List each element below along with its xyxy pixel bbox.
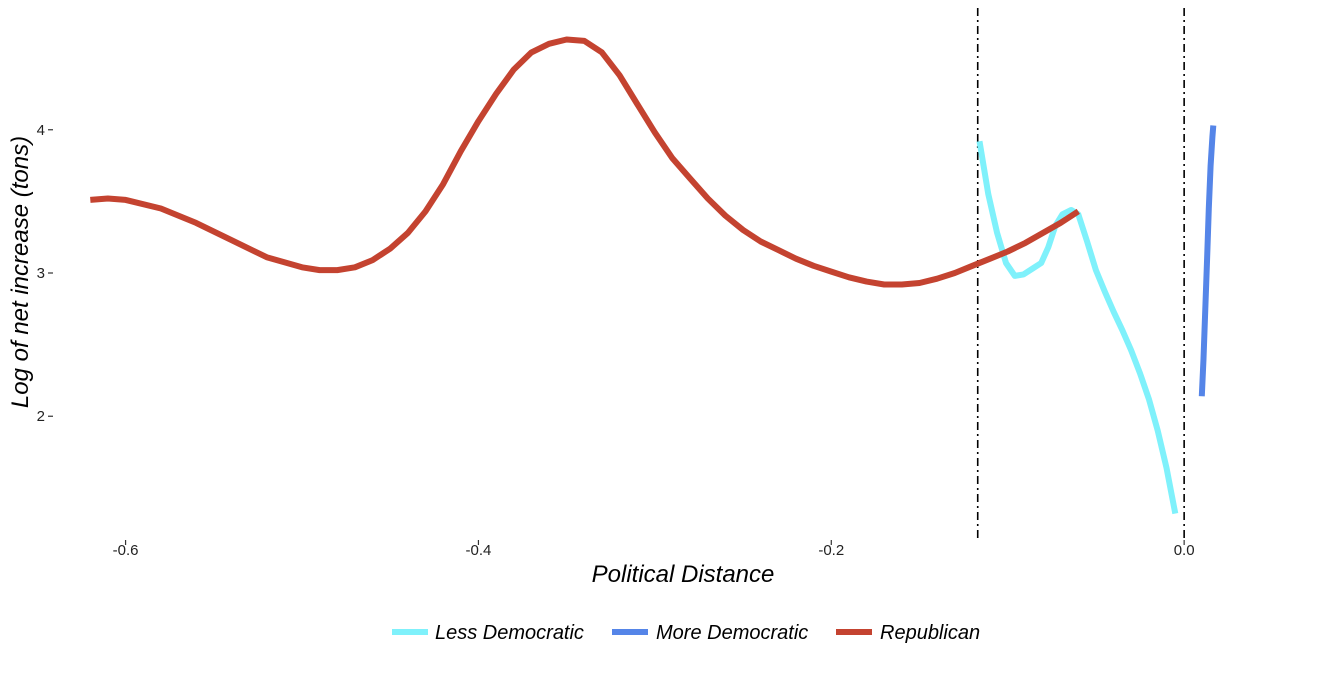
x-tick-label--0.4: -0.4 (465, 542, 491, 559)
x-tick-label--0.6: -0.6 (113, 542, 139, 559)
series-line-republican (90, 36, 1080, 288)
x-tick-label--0.2: -0.2 (818, 542, 844, 559)
legend-label-more-democratic: More Democratic (656, 622, 808, 644)
x-tick-label-0.0: 0.0 (1174, 542, 1195, 559)
y-tick-label-4: 4 (37, 122, 45, 139)
series-lines (90, 36, 1217, 515)
legend-label-republican: Republican (880, 622, 980, 644)
legend: Less Democratic More Democratic Republican (392, 622, 980, 644)
y-tick-label-3: 3 (37, 265, 45, 282)
y-axis-title: Log of net increase (tons) (7, 136, 34, 408)
reference-lines (976, 8, 1185, 538)
legend-label-less-democratic: Less Democratic (435, 622, 584, 644)
x-axis-title: Political Distance (592, 561, 775, 588)
series-line-more-democratic (1198, 125, 1217, 397)
x-axis: -0.6 -0.4 -0.2 0.0 (113, 540, 1195, 559)
y-axis: 2 3 4 (37, 122, 53, 425)
series-line-less-democratic (976, 140, 1179, 515)
y-tick-label-2: 2 (37, 408, 45, 425)
